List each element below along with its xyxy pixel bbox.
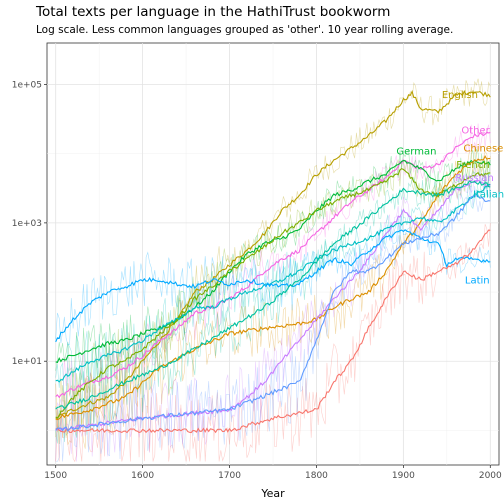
x-axis-title: Year	[260, 487, 285, 500]
series-label-other: Other	[461, 125, 490, 136]
x-tick-label: 1700	[218, 471, 241, 481]
series-label-russian: Russian	[455, 173, 494, 184]
series-label-english: English	[442, 90, 478, 101]
x-tick-label: 1500	[44, 471, 67, 481]
series-label-italian: Italian	[473, 190, 504, 201]
series-label-french: French	[456, 160, 489, 171]
x-tick-label: 1600	[131, 471, 154, 481]
series-label-latin: Latin	[465, 275, 490, 286]
x-tick-label: 1800	[305, 471, 328, 481]
y-tick-label: 1e+05	[12, 81, 42, 91]
y-tick-label: 1e+03	[12, 219, 42, 229]
x-tick-label: 1900	[392, 471, 415, 481]
y-tick-label: 1e+01	[12, 357, 42, 367]
series-label-chinese: Chinese	[463, 144, 503, 155]
series-label-german: German	[396, 146, 436, 157]
x-tick-label: 2000	[479, 471, 502, 481]
